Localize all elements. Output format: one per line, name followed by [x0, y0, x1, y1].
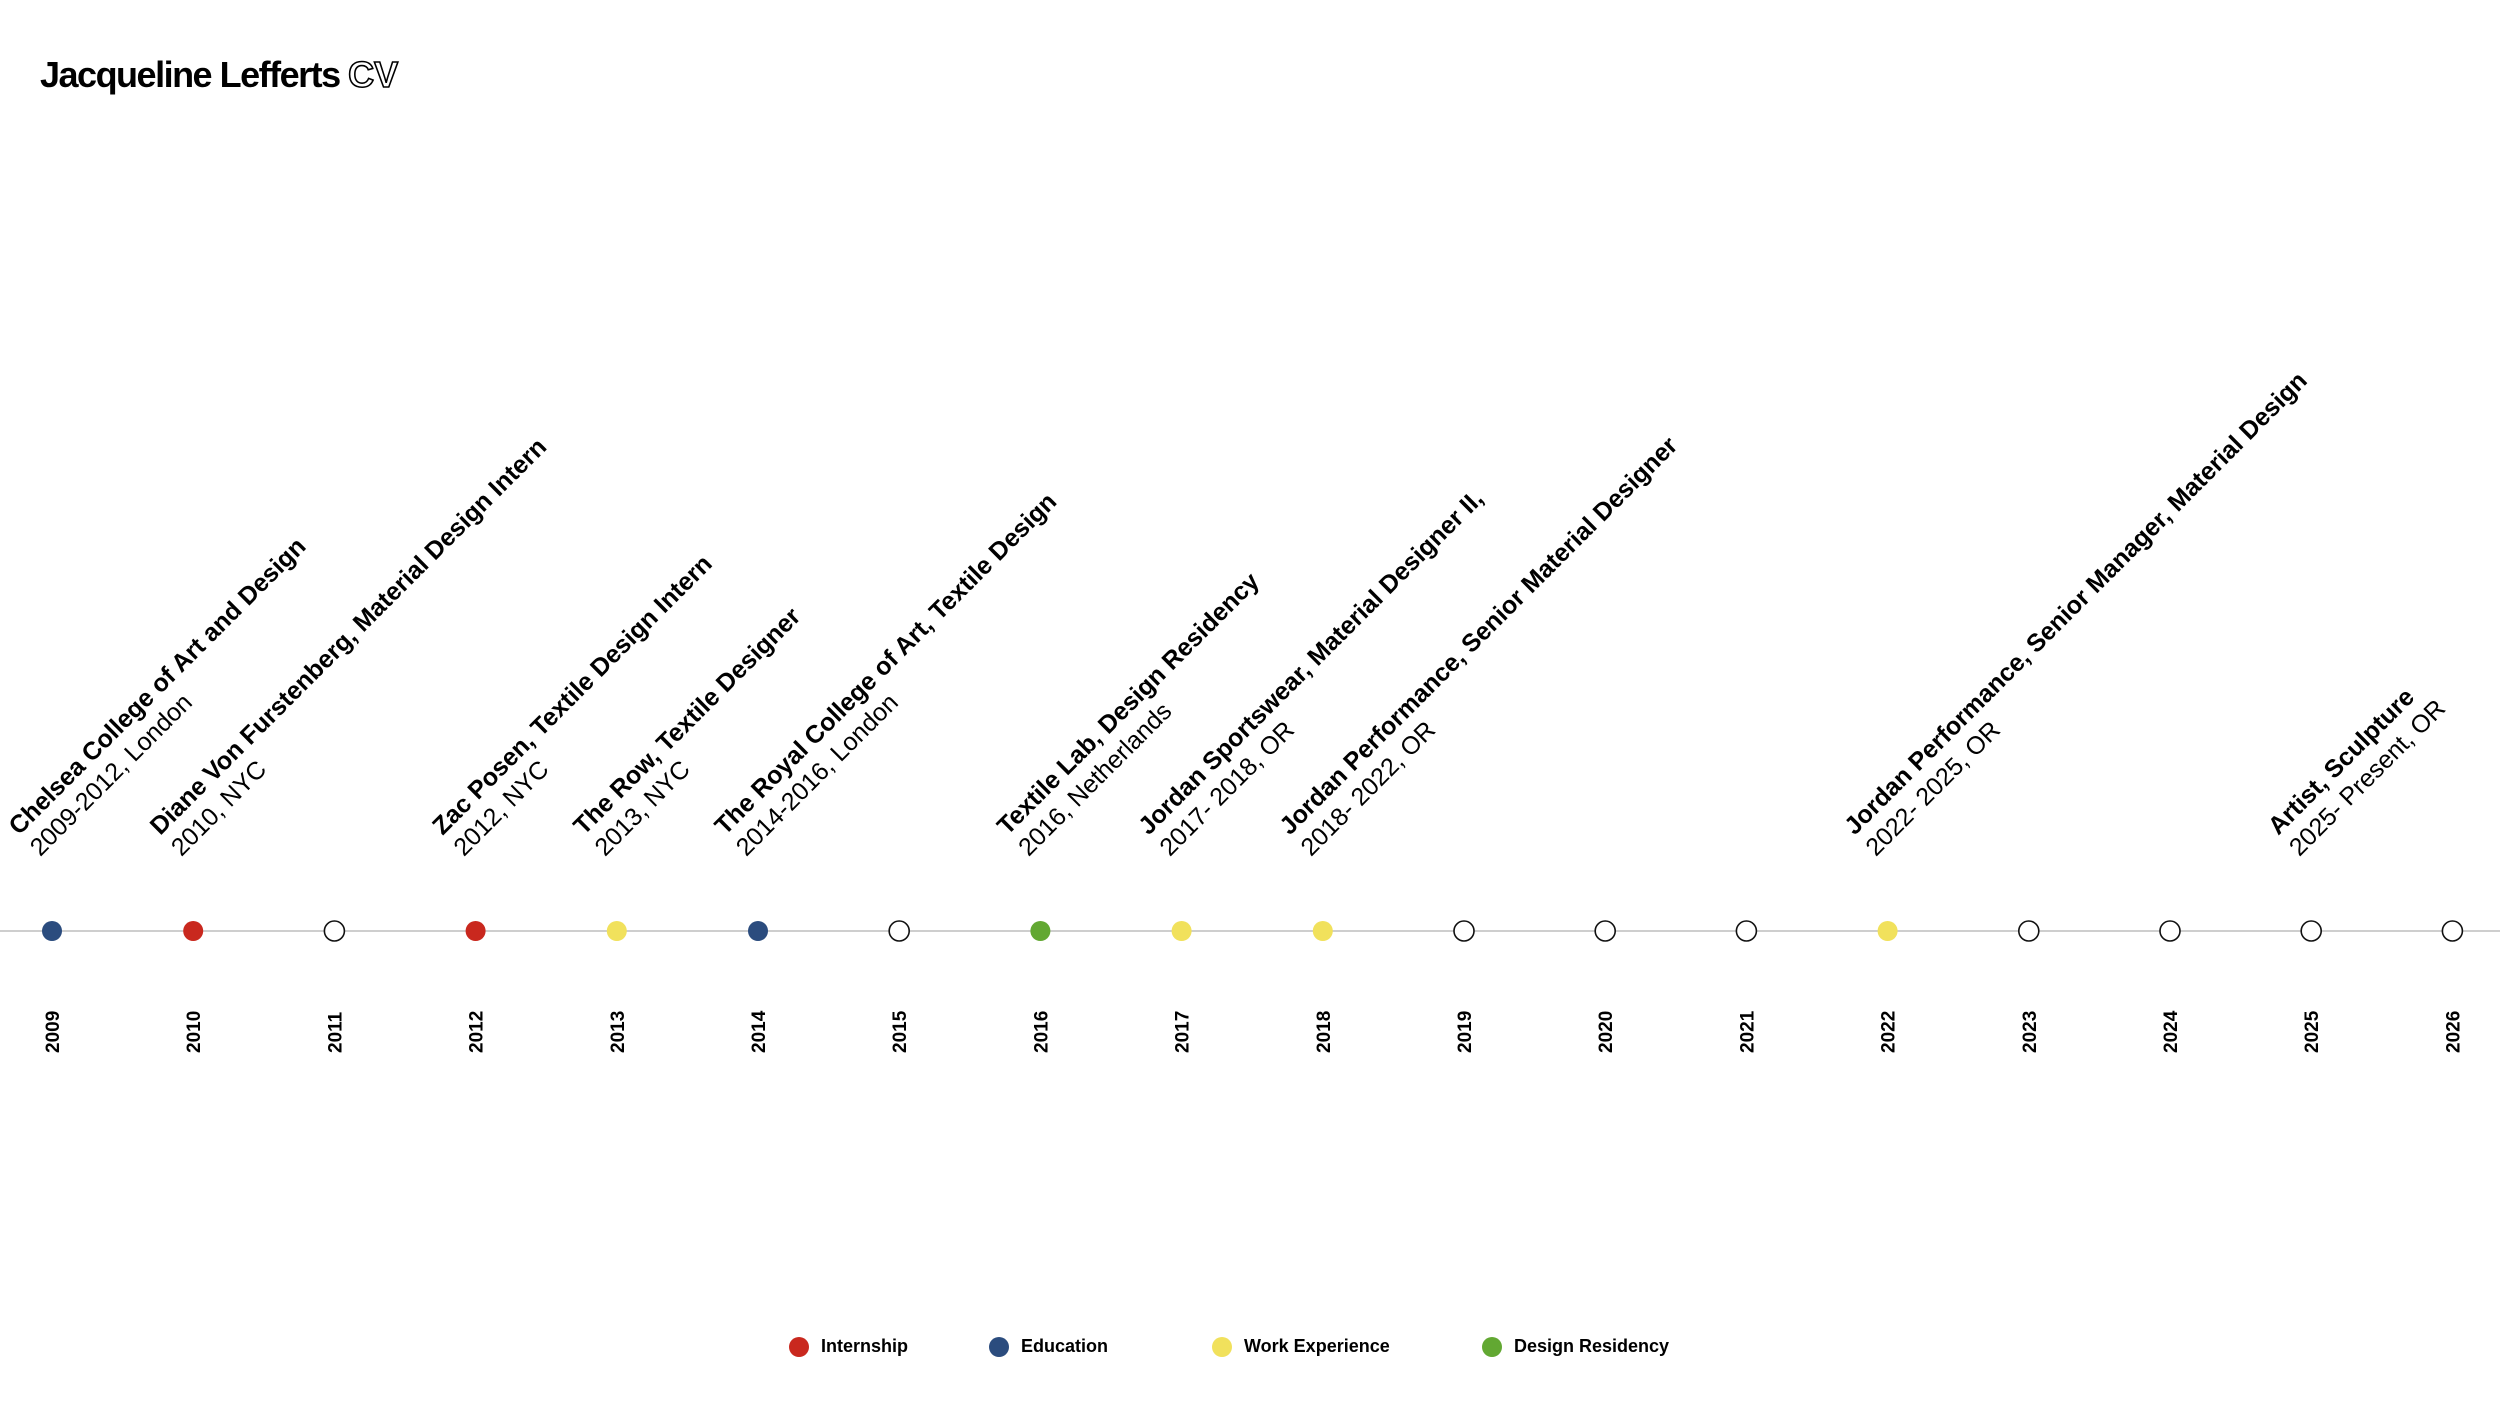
legend-internship-label: Internship [821, 1336, 909, 1356]
timeline-marker-2025-empty [2300, 920, 2322, 942]
timeline-marker-2026-empty [2441, 920, 2464, 942]
year-label-2023: 2023 [2020, 1011, 2041, 1053]
year-label-2009: 2009 [43, 1011, 64, 1053]
timeline-marker-2023-empty [2018, 920, 2040, 942]
year-label-2013: 2013 [608, 1011, 629, 1053]
legend-education-swatch [989, 1336, 1009, 1357]
timeline-marker-2015-empty [888, 920, 911, 942]
timeline-marker-2013-work-experience [606, 921, 627, 941]
event-title-2009: Chelsea College of Art and Design [3, 532, 311, 840]
year-label-2026: 2026 [2443, 1011, 2464, 1053]
timeline-marker-2018-work-experience [1312, 921, 1333, 941]
event-title-2022: Jordan Performance, Senior Manager, Mate… [1839, 367, 2313, 841]
year-label-2025: 2025 [2302, 1010, 2323, 1053]
year-label-2024: 2024 [2161, 1010, 2182, 1053]
year-label-2017: 2017 [1173, 1011, 1194, 1053]
year-label-2016: 2016 [1031, 1011, 1052, 1053]
timeline-marker-2024-empty [2159, 920, 2181, 942]
timeline-marker-2020-empty [1594, 920, 1616, 942]
year-label-2020: 2020 [1596, 1011, 1617, 1053]
timeline-marker-2012-internship [465, 921, 486, 941]
legend-work-experience-label: Work Experience [1244, 1336, 1390, 1356]
year-label-2012: 2012 [467, 1011, 488, 1053]
legend-design-residency-label: Design Residency [1514, 1336, 1670, 1356]
timeline-marker-2022-work-experience [1877, 921, 1898, 941]
legend-internship-swatch [789, 1336, 809, 1357]
title-suffix: CV [347, 53, 399, 96]
event-label-2022: Jordan Performance, Senior Manager, Mate… [1839, 367, 2313, 862]
timeline-chart: 2009 2010 2011 2012 2013 2014 2015 2016 2017 2018… [0, 367, 2500, 1053]
timeline-marker-2010-internship [183, 921, 204, 941]
timeline-marker-2021-empty [1735, 920, 1758, 942]
year-label-2018: 2018 [1314, 1011, 1335, 1053]
timeline-marker-2016-design-residency [1030, 921, 1051, 941]
timeline-marker-2019-empty [1453, 920, 1475, 942]
legend-item-education: Education [989, 1336, 1108, 1357]
page-title: Jacqueline Lefferts CV [40, 53, 399, 96]
year-label-2010: 2010 [184, 1011, 205, 1053]
year-label-2022: 2022 [1879, 1011, 1900, 1053]
title-name: Jacqueline Lefferts [40, 54, 341, 95]
event-title-2012: Zac Posen, Textile Design Intern [427, 550, 718, 841]
timeline-marker-2014-education [748, 921, 768, 941]
timeline-marker-2011-empty [323, 920, 346, 942]
year-label-2015: 2015 [890, 1010, 911, 1053]
legend-item-internship: Internship [789, 1336, 908, 1357]
year-label-2011: 2011 [325, 1011, 346, 1053]
timeline-marker-2009-education [42, 921, 62, 941]
legend-work-experience-swatch [1212, 1336, 1232, 1357]
year-label-2014: 2014 [749, 1010, 770, 1053]
timeline-marker-2017-work-experience [1171, 921, 1192, 941]
legend-design-residency-swatch [1482, 1336, 1502, 1357]
year-label-2019: 2019 [1455, 1011, 1476, 1053]
year-label-2021: 2021 [1737, 1010, 1758, 1053]
legend-item-work-experience: Work Experience [1212, 1336, 1390, 1357]
legend-education-label: Education [1021, 1336, 1109, 1356]
legend-item-design-residency: Design Residency [1482, 1336, 1669, 1357]
legend: Internship Education Work Experience Des… [0, 1336, 2500, 1360]
